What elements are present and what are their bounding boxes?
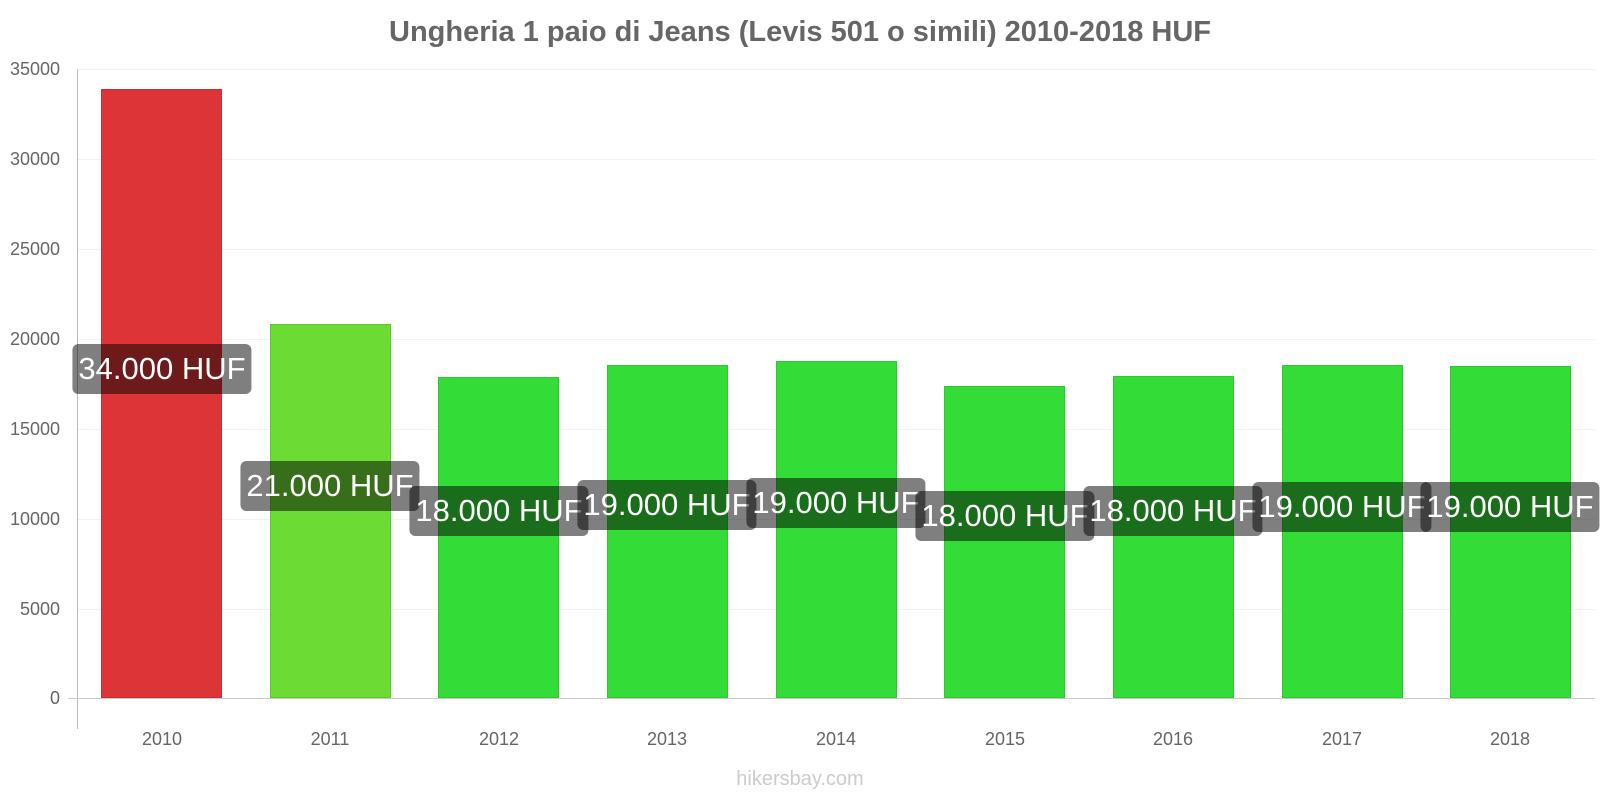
value-label-2012: 18.000 HUF (409, 486, 589, 536)
bar-2018[interactable] (1450, 366, 1571, 698)
gridline (77, 69, 1595, 70)
value-label-2016: 18.000 HUF (1083, 486, 1263, 536)
bar-2014[interactable] (776, 361, 897, 698)
x-tick-label: 2017 (1321, 729, 1363, 749)
chart-title: Ungheria 1 paio di Jeans (Levis 501 o si… (389, 16, 1211, 48)
value-label-2017: 19.000 HUF (1252, 482, 1432, 532)
y-tick-label: 15000 (9, 419, 60, 439)
bar-2013[interactable] (607, 365, 728, 698)
x-tick-label: 2012 (478, 729, 520, 749)
value-label-2014: 19.000 HUF (746, 478, 926, 528)
y-tick-label: 30000 (9, 149, 60, 169)
bar-2016[interactable] (1113, 376, 1234, 698)
bar-2012[interactable] (438, 377, 559, 698)
value-label-2013: 19.000 HUF (577, 480, 757, 530)
value-label-2011: 21.000 HUF (240, 461, 420, 511)
x-tick-label: 2010 (141, 729, 183, 749)
x-axis-line (68, 698, 1595, 699)
gridline (77, 339, 1595, 340)
x-tick-label: 2015 (984, 729, 1026, 749)
y-tick-label: 5000 (19, 599, 60, 619)
y-tick-label: 20000 (9, 329, 60, 349)
y-tick-label: 10000 (9, 509, 60, 529)
y-tick-label: 35000 (9, 59, 60, 79)
value-label-2018: 19.000 HUF (1420, 482, 1600, 532)
value-label-2010: 34.000 HUF (72, 344, 252, 394)
value-label-2015: 18.000 HUF (915, 491, 1095, 541)
bar-2011[interactable] (270, 324, 391, 698)
watermark: hikersbay.com (736, 768, 864, 790)
x-tick-label: 2011 (310, 729, 350, 749)
y-tick-label: 25000 (9, 239, 60, 259)
x-tick-label: 2016 (1152, 729, 1194, 749)
x-tick-label: 2014 (815, 729, 857, 749)
y-tick-label: 0 (49, 688, 60, 708)
gridline (77, 159, 1595, 160)
gridline (77, 249, 1595, 250)
x-tick-label: 2018 (1489, 729, 1531, 749)
y-axis-line (77, 69, 78, 729)
bar-2015[interactable] (944, 386, 1065, 698)
x-tick-label: 2013 (646, 729, 688, 749)
